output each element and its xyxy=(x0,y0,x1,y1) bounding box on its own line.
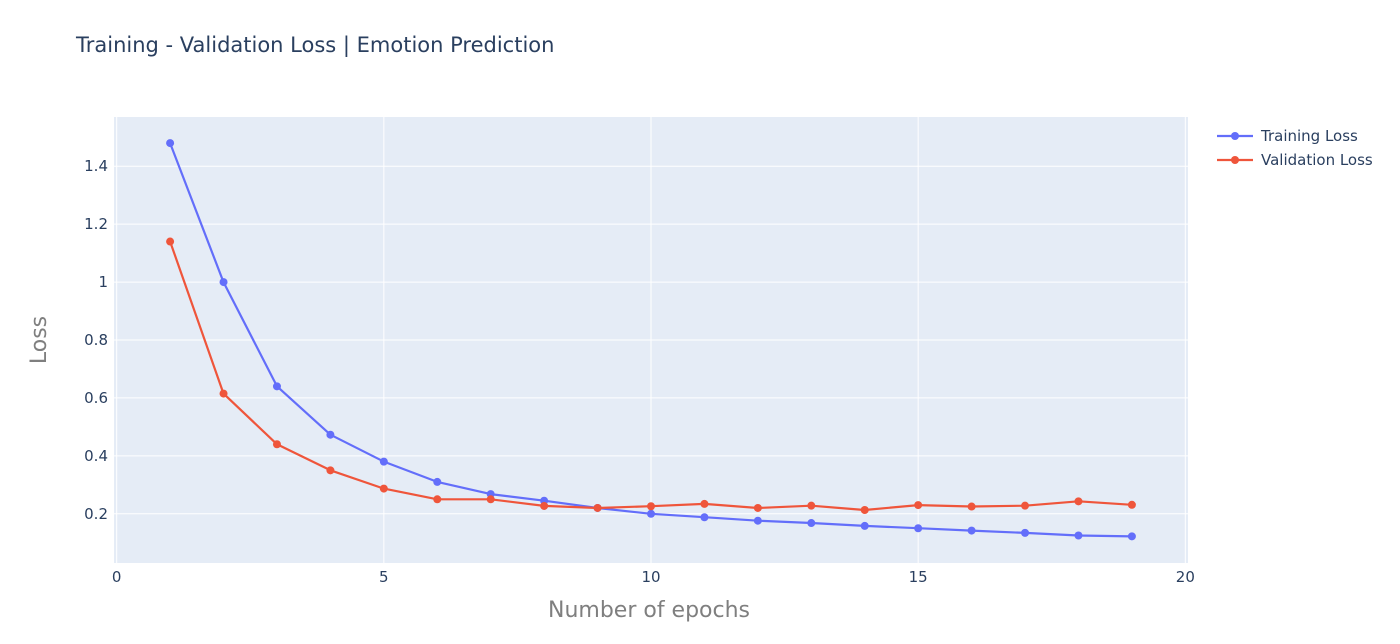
training-loss-point xyxy=(860,521,869,530)
validation-loss-point xyxy=(326,466,335,475)
validation-loss-point xyxy=(914,501,923,510)
training-loss-point xyxy=(379,457,388,466)
validation-loss-point xyxy=(166,237,175,246)
training-loss-series xyxy=(166,139,1136,541)
validation-loss-point xyxy=(807,501,816,510)
validation-loss-point xyxy=(967,502,976,511)
x-tick-label: 10 xyxy=(641,568,660,586)
validation-loss-point xyxy=(1074,497,1083,506)
validation-loss-point xyxy=(540,501,549,510)
training-loss-point xyxy=(326,430,335,439)
validation-loss-point xyxy=(860,506,869,515)
x-tick-label: 15 xyxy=(909,568,928,586)
validation-loss-point xyxy=(433,495,442,504)
validation-loss-point xyxy=(486,495,495,504)
chart-title: Training - Validation Loss | Emotion Pre… xyxy=(75,33,554,58)
training-loss-point xyxy=(219,278,228,287)
validation-loss-point xyxy=(593,503,602,512)
y-tick-label: 0.4 xyxy=(84,447,108,465)
y-tick-label: 1.4 xyxy=(84,157,108,175)
validation-loss-point xyxy=(700,499,709,508)
training-loss-point xyxy=(1074,531,1083,540)
y-tick-label: 0.2 xyxy=(84,505,108,523)
y-axis-tick-labels: 0.2 0.4 0.6 0.8 1 1.2 1.4 xyxy=(84,157,108,523)
x-tick-label: 0 xyxy=(112,568,122,586)
y-tick-label: 1 xyxy=(98,273,108,291)
training-loss-point xyxy=(166,139,175,148)
x-axis-title: Number of epochs xyxy=(548,598,750,623)
training-loss-point xyxy=(1127,532,1136,541)
training-loss-point xyxy=(647,509,655,518)
y-axis-title: Loss xyxy=(27,316,52,364)
x-tick-label: 20 xyxy=(1176,568,1195,586)
legend-label-training-loss: Training Loss xyxy=(1260,127,1358,145)
series-group xyxy=(166,139,1136,541)
validation-loss-point xyxy=(1127,500,1136,509)
validation-loss-point xyxy=(1021,501,1030,510)
legend-item-training-loss[interactable]: Training Loss xyxy=(1217,127,1358,145)
training-loss-point xyxy=(914,524,923,533)
x-tick-label: 5 xyxy=(379,568,389,586)
training-loss-point xyxy=(807,519,816,528)
validation-loss-series xyxy=(166,237,1136,515)
legend[interactable]: Training Loss Validation Loss xyxy=(1217,127,1373,169)
legend-label-validation-loss: Validation Loss xyxy=(1261,151,1373,169)
validation-loss-point xyxy=(272,440,281,449)
training-loss-point xyxy=(753,516,762,525)
y-tick-label: 0.8 xyxy=(84,331,108,349)
validation-loss-point xyxy=(379,484,388,493)
training-loss-point xyxy=(433,477,442,486)
legend-marker-validation-loss xyxy=(1231,156,1239,164)
training-loss-point xyxy=(700,513,709,522)
validation-loss-point xyxy=(753,503,762,512)
y-tick-label: 0.6 xyxy=(84,389,108,407)
validation-loss-point xyxy=(647,502,655,511)
training-loss-point xyxy=(967,526,976,535)
training-loss-point xyxy=(272,382,281,391)
training-loss-point xyxy=(1021,528,1030,537)
legend-item-validation-loss[interactable]: Validation Loss xyxy=(1217,151,1373,169)
x-axis-tick-labels: 0 5 10 15 20 xyxy=(112,568,1195,586)
grid-lines xyxy=(114,117,1188,563)
validation-loss-point xyxy=(219,389,228,398)
legend-marker-training-loss xyxy=(1231,132,1239,140)
y-tick-label: 1.2 xyxy=(84,215,108,233)
